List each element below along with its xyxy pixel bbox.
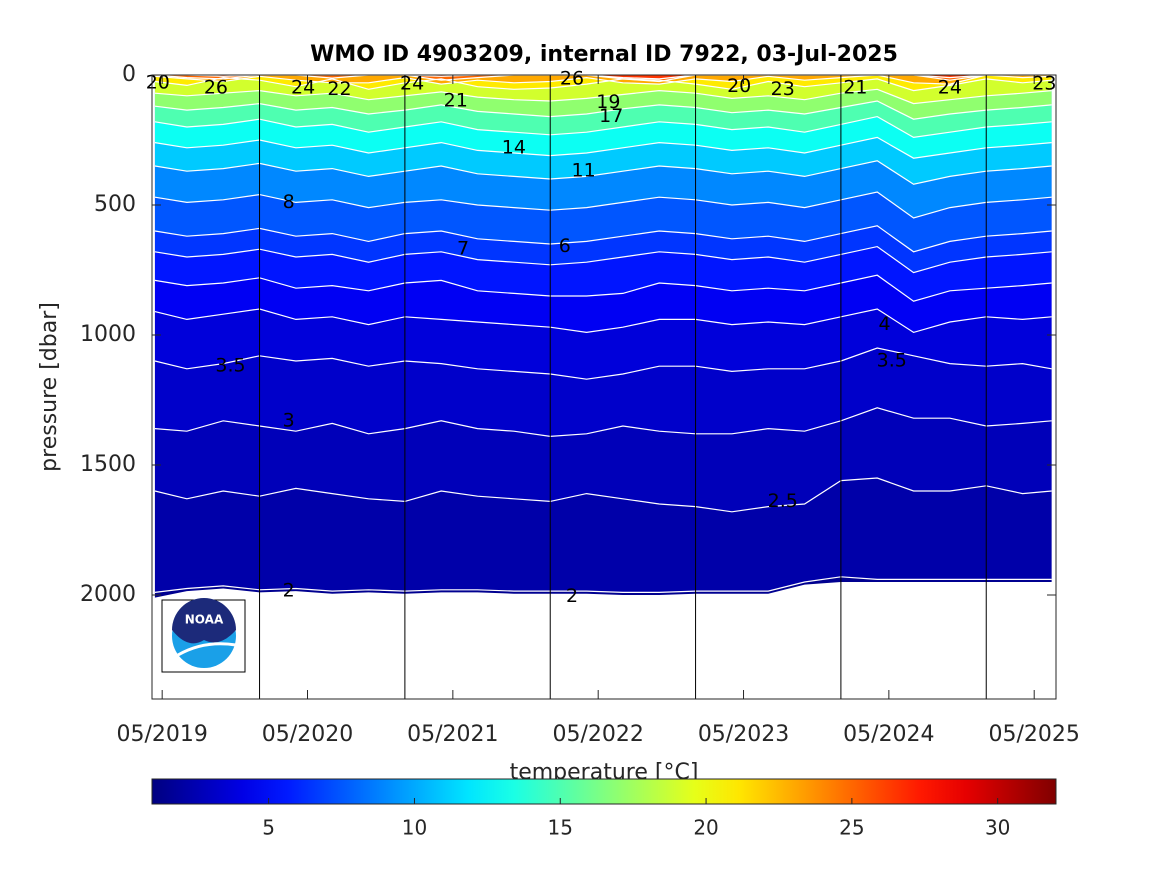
- colorbar-tick-label: 10: [402, 816, 427, 840]
- isotherm: [154, 160, 1052, 185]
- contour-label: 23: [1032, 73, 1056, 95]
- y-tick-label: 1500: [80, 452, 136, 477]
- chart-title: WMO ID 4903209, internal ID 7922, 03-Jul…: [310, 42, 898, 67]
- contour-label: 7: [457, 238, 469, 260]
- contour-label: 24: [400, 73, 424, 95]
- contour-label: 4: [878, 313, 890, 335]
- contour-label: 6: [559, 235, 571, 257]
- contour-label: 14: [502, 136, 526, 158]
- y-tick-label: 500: [94, 192, 136, 217]
- isotherm: [154, 225, 1052, 253]
- contour-label: 2: [566, 585, 578, 607]
- contour-label: 24: [291, 77, 315, 99]
- contour-label: 24: [938, 77, 962, 99]
- isotherm: [154, 274, 1052, 302]
- y-axis-label: pressure [dbar]: [37, 302, 62, 472]
- isotherm: [154, 245, 1052, 274]
- colorbar-tick-label: 20: [693, 816, 718, 840]
- isotherm: [154, 576, 1052, 594]
- contour-label: 21: [444, 90, 468, 112]
- isotherm: [154, 477, 1052, 513]
- isotherm: [154, 88, 1052, 105]
- isotherm: [154, 191, 1052, 219]
- colorbar-tick-label: 30: [985, 816, 1010, 840]
- colorbar-tick-label: 15: [548, 816, 573, 840]
- contour-label: 3.5: [215, 355, 245, 377]
- contour-label: 2.5: [768, 490, 798, 512]
- colorbar-tick-label: 5: [262, 816, 275, 840]
- contour-label: 3: [283, 409, 295, 431]
- y-tick-label: 1000: [80, 322, 136, 347]
- colorbar-tick-label: 25: [839, 816, 864, 840]
- x-tick-label: 05/2021: [407, 722, 498, 747]
- contour-label: 21: [843, 77, 867, 99]
- colorbar: [151, 778, 1057, 805]
- left-strip: [152, 75, 155, 699]
- x-tick-label: 05/2019: [116, 722, 207, 747]
- x-tick-label: 05/2024: [843, 722, 934, 747]
- isotherm: [154, 74, 1052, 85]
- isotherm: [154, 407, 1052, 438]
- colorbar-ticks: 5 10 15 20 25 30: [262, 798, 1010, 840]
- contour-label: 20: [727, 75, 751, 97]
- contour-label: 23: [771, 78, 795, 100]
- logo: NOAA: [161, 598, 246, 673]
- contour-label: 11: [572, 160, 596, 182]
- isotherm: [154, 308, 1052, 334]
- contour-label: 2: [283, 580, 295, 602]
- isotherm: [154, 100, 1052, 120]
- logo-text: NOAA: [185, 613, 224, 627]
- contour-label: 17: [599, 105, 623, 127]
- contour-label: 19: [596, 91, 620, 113]
- y-tick-label: 0: [122, 62, 136, 87]
- contour-label: 22: [327, 78, 351, 100]
- x-tick-label: 05/2020: [262, 722, 353, 747]
- y-tick-label: 2000: [80, 582, 136, 607]
- logo-top: [172, 598, 236, 644]
- contour-label: 26: [204, 77, 228, 99]
- contour-label: 8: [283, 191, 295, 213]
- x-tick-label: 05/2022: [552, 722, 643, 747]
- axes-box: [151, 74, 1057, 700]
- isotherm: [154, 115, 1052, 139]
- x-tick-label: 05/2023: [698, 722, 789, 747]
- logo-wave: [177, 642, 237, 657]
- right-strip: [1051, 75, 1056, 699]
- isotherm: [154, 347, 1052, 380]
- isotherm: [154, 136, 1052, 159]
- contour-label: 3.5: [877, 350, 907, 372]
- x-tick-label: 05/2025: [988, 722, 1079, 747]
- contour-label: 26: [560, 67, 584, 89]
- no-data-area: [152, 582, 1056, 699]
- isotherm: [154, 76, 1052, 92]
